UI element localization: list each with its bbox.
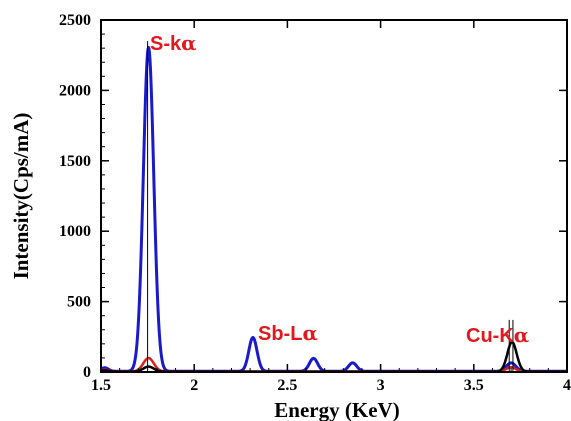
x-tick-label: 4 — [563, 377, 571, 394]
peak-label-3: Cu-Kα — [466, 323, 529, 347]
y-tick-label: 500 — [67, 294, 91, 311]
x-tick-label: 3 — [377, 377, 385, 394]
x-tick-label: 3.5 — [464, 377, 484, 394]
peak-label-1: S-kα — [150, 31, 197, 55]
reference-lines — [147, 41, 514, 372]
y-tick-label: 1000 — [59, 223, 91, 240]
x-tick-label: 2.5 — [277, 377, 297, 394]
series-layer — [99, 45, 569, 373]
y-tick-label: 0 — [83, 364, 91, 381]
y-tick-label: 2000 — [59, 82, 91, 99]
y-tick-label: 2500 — [59, 12, 91, 29]
y-axis-title: Intensity(Cps/mA) — [9, 113, 33, 280]
x-tick-label: 2 — [190, 377, 198, 394]
y-tick-label: 1500 — [59, 153, 91, 170]
axis-ticks — [100, 19, 568, 373]
peak-annotations: S-kα Sb-Lα Cu-Kα — [150, 31, 529, 347]
x-tick-label: 1.5 — [91, 377, 111, 394]
series-line-1 — [99, 45, 569, 373]
x-axis-title: Energy (KeV) — [274, 398, 399, 421]
series-line-2 — [100, 356, 568, 373]
plot-frame — [100, 19, 568, 373]
peak-label-2: Sb-Lα — [258, 321, 318, 345]
tick-labels: 1.5 2 2.5 3 3.5 4 0 500 1000 1500 2000 2500 — [59, 12, 571, 394]
